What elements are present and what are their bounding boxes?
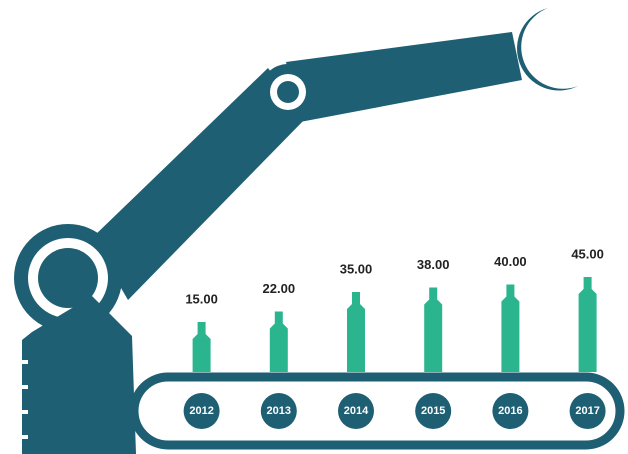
x-tick-label: 2014: [344, 405, 369, 417]
x-tick-label: 2016: [498, 405, 522, 417]
chart: 15.00 2012 22.00 2013 35.00 2014 38.00 2015 40.0…: [0, 0, 628, 454]
bottle: [270, 312, 288, 373]
claw: [517, 8, 578, 91]
bottle: [579, 277, 597, 372]
upper-arm: [286, 32, 522, 122]
x-tick-label: 2013: [267, 405, 291, 417]
x-tick-label: 2017: [575, 405, 599, 417]
value-label: 35.00: [340, 261, 373, 276]
value-label: 15.00: [185, 291, 218, 306]
x-tick-label: 2012: [189, 405, 213, 417]
bottle: [424, 288, 442, 373]
value-label: 38.00: [417, 257, 450, 272]
bottle: [501, 285, 519, 373]
bottle: [193, 322, 211, 372]
x-tick-label: 2015: [421, 405, 445, 417]
robot-arm: [14, 8, 578, 454]
value-label: 45.00: [571, 246, 604, 261]
value-label: 40.00: [494, 254, 527, 269]
bottle: [347, 292, 365, 372]
value-label: 22.00: [263, 281, 296, 296]
joint-hub: [277, 81, 299, 103]
